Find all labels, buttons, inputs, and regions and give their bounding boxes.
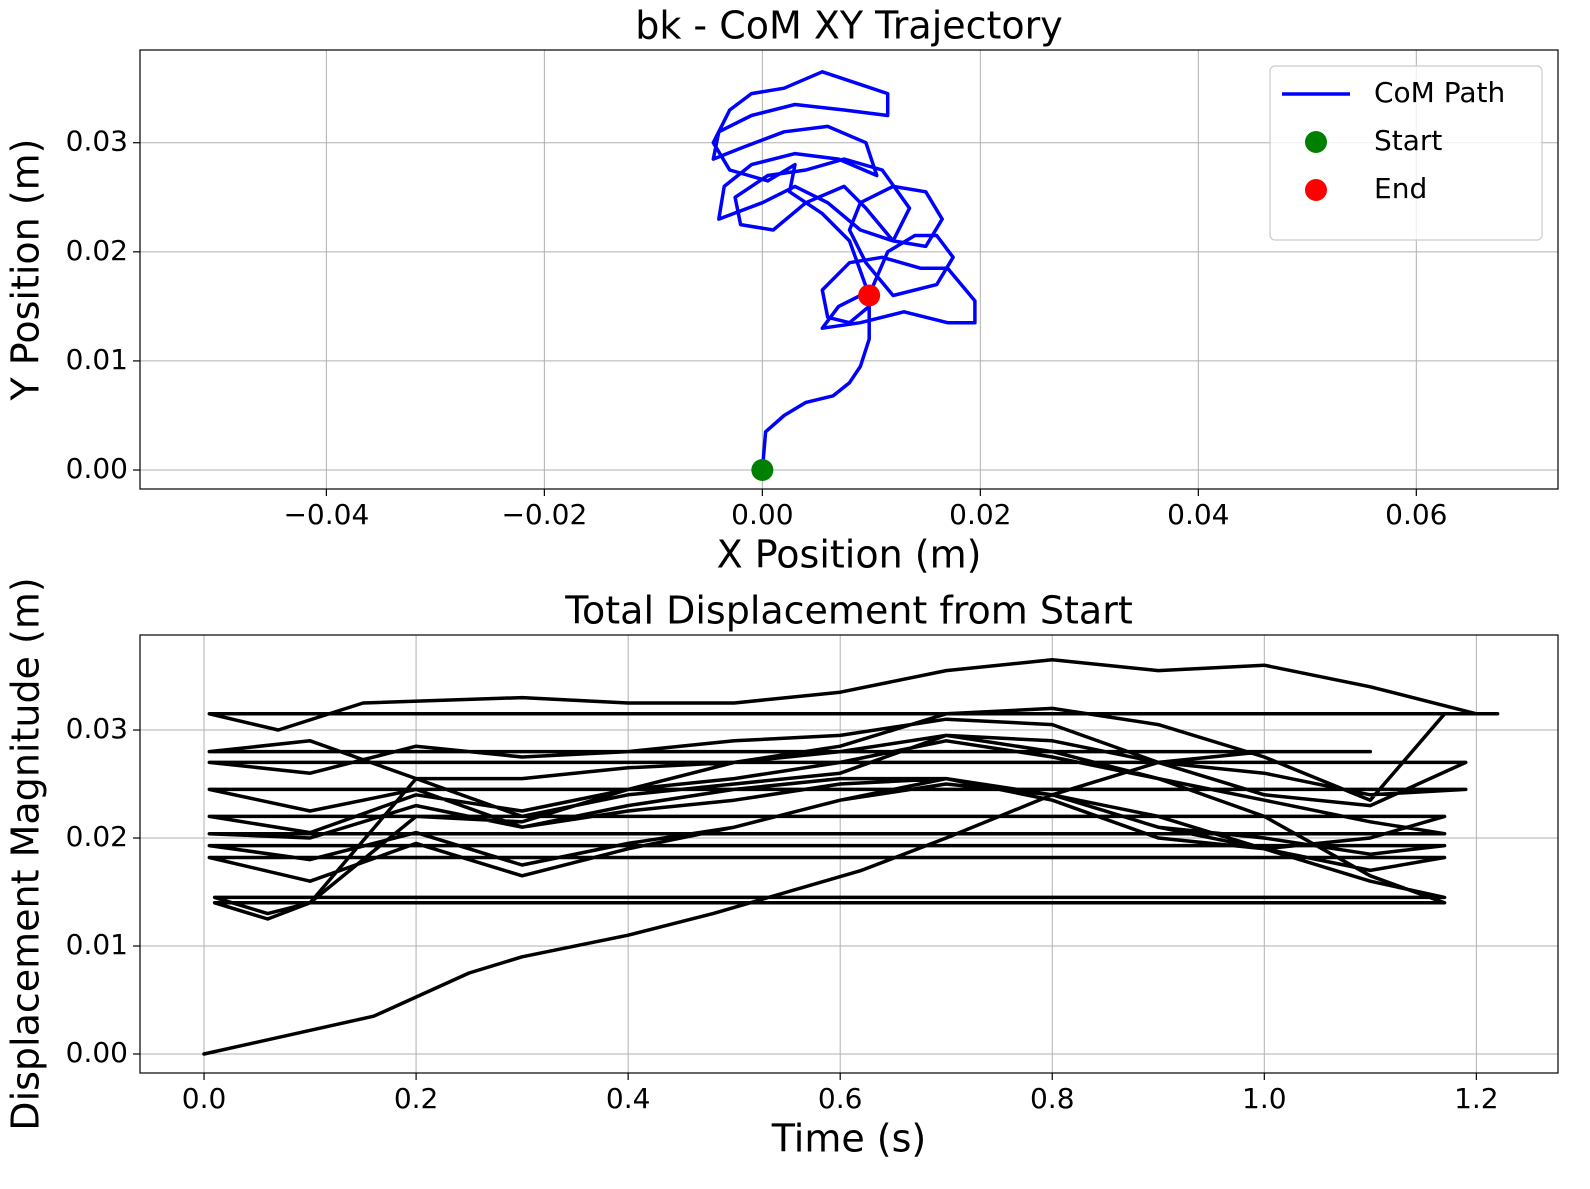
point-marker bbox=[751, 459, 774, 482]
x-tick-label: 0.00 bbox=[731, 498, 793, 531]
y-axis-label: Displacement Magnitude (m) bbox=[4, 577, 48, 1130]
y-tick-label: 0.01 bbox=[66, 928, 128, 961]
legend-marker bbox=[1305, 179, 1327, 201]
x-tick-label: 0.0 bbox=[182, 1082, 227, 1115]
legend-box bbox=[1269, 65, 1543, 241]
y-axis-label: Y Position (m) bbox=[4, 139, 48, 402]
x-axis-label: X Position (m) bbox=[717, 533, 982, 577]
x-tick-label: 0.2 bbox=[394, 1082, 439, 1115]
x-tick-label: 0.06 bbox=[1385, 498, 1447, 531]
x-tick-label: 0.02 bbox=[949, 498, 1011, 531]
x-tick-label: −0.04 bbox=[283, 498, 369, 531]
y-tick-label: 0.02 bbox=[66, 820, 128, 853]
y-tick-label: 0.00 bbox=[66, 1036, 128, 1069]
y-tick-label: 0.02 bbox=[66, 234, 128, 267]
axes-frame bbox=[139, 634, 1559, 1074]
x-axis-label: Time (s) bbox=[771, 1117, 927, 1161]
x-tick-label: −0.02 bbox=[501, 498, 587, 531]
chart-title: Total Displacement from Start bbox=[564, 589, 1132, 633]
point-marker bbox=[858, 284, 881, 307]
x-tick-label: 1.0 bbox=[1242, 1082, 1287, 1115]
y-tick-label: 0.03 bbox=[66, 125, 128, 158]
y-tick-label: 0.00 bbox=[66, 452, 128, 485]
y-tick-label: 0.03 bbox=[66, 712, 128, 745]
x-tick-label: 0.04 bbox=[1167, 498, 1229, 531]
y-tick-label: 0.01 bbox=[66, 343, 128, 376]
displacement-line bbox=[202, 658, 1500, 1056]
com-path bbox=[711, 70, 977, 472]
legend-label: Start bbox=[1374, 124, 1442, 157]
x-tick-label: 0.4 bbox=[606, 1082, 651, 1115]
axes-frame bbox=[139, 49, 1559, 490]
legend-marker bbox=[1305, 131, 1327, 153]
x-tick-label: 0.8 bbox=[1030, 1082, 1075, 1115]
chart-title: bk - CoM XY Trajectory bbox=[635, 4, 1063, 48]
x-tick-label: 0.6 bbox=[818, 1082, 863, 1115]
legend-label: CoM Path bbox=[1374, 76, 1505, 109]
legend-label: End bbox=[1374, 172, 1427, 205]
x-tick-label: 1.2 bbox=[1454, 1082, 1499, 1115]
